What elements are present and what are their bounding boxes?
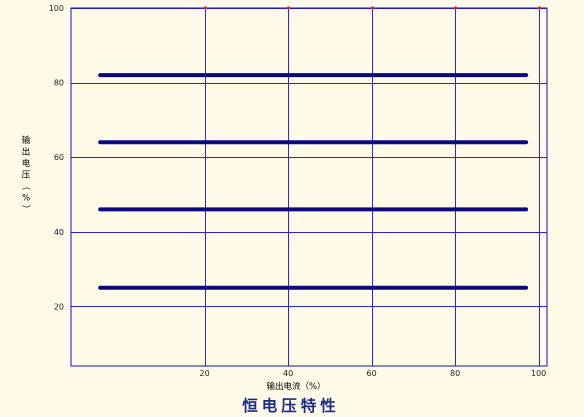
y-tick-label-80: 80 [54,79,64,88]
y-axis-label-char: 出 [22,147,31,158]
y-tick-label-40: 40 [54,228,64,237]
y-axis-label-char: 压 [22,171,31,181]
plot-border [70,7,548,367]
y-axis-label-char: % [22,194,30,204]
top-dot-20 [203,6,208,10]
top-dot-40 [286,6,291,10]
y-tick-label-20: 20 [54,302,64,311]
chart-title: 恒电压特性 [242,396,340,415]
y-axis-label-char: （ [20,182,31,191]
x-axis-label: 输出电流（%） [266,381,325,392]
top-marker-dots [203,6,542,10]
series-group [98,73,529,290]
y-axis-label-char: ） [20,205,31,214]
x-tick-label-100: 100 [531,369,546,378]
y-tick-label-100: 100 [49,4,64,13]
y-tick-label-60: 60 [54,153,64,162]
top-dot-80 [453,6,458,10]
y-axis-label-char: 电 [22,158,31,169]
x-tick-label-40: 40 [283,369,293,378]
top-dot-60 [370,6,375,10]
plot-area [71,8,547,366]
top-dot-100 [537,6,542,10]
x-tick-label-80: 80 [450,369,460,378]
x-tick-label-20: 20 [200,369,210,378]
x-tick-label-60: 60 [367,369,377,378]
y-axis-label-char: 输 [22,135,31,146]
x-tick-labels: 20 40 60 80 100 [200,369,547,378]
y-tick-labels: 20 40 60 80 100 [49,4,64,311]
